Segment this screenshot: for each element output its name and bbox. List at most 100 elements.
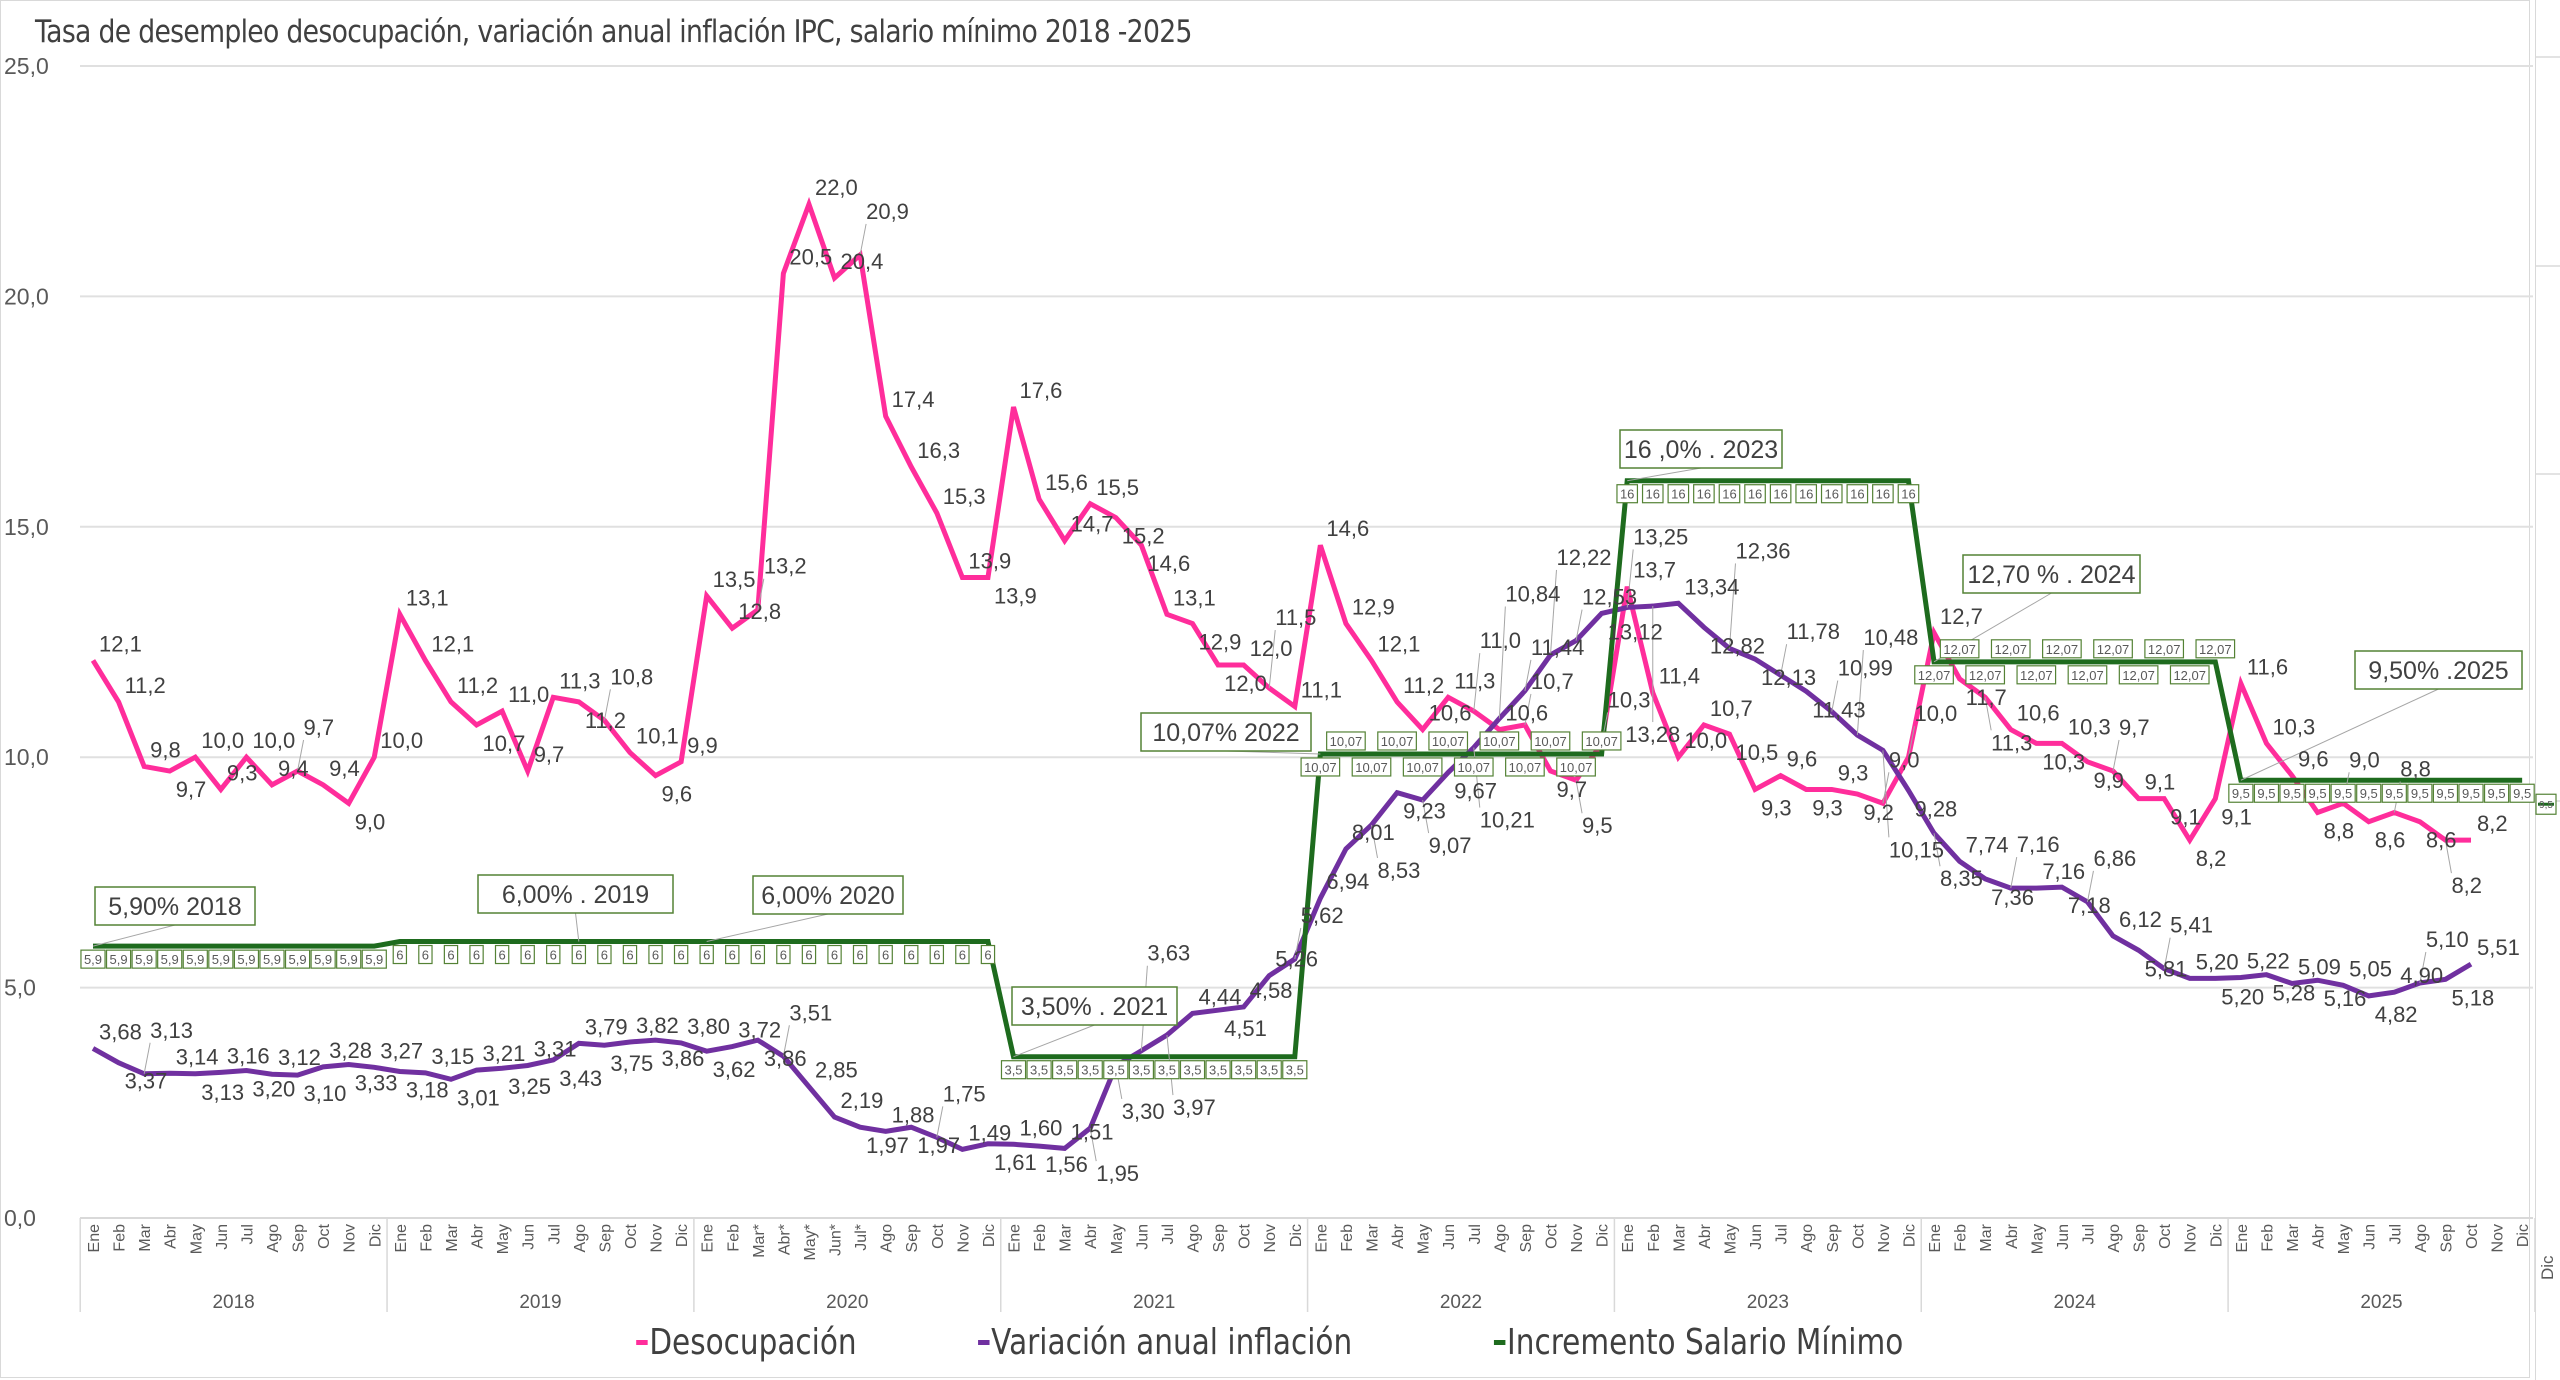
salario-label-text: 10,07 <box>1355 760 1388 775</box>
legend-item-salario[interactable]: Incremento Salario Mínimo <box>1493 1322 1903 1363</box>
month-tick-label: Nov <box>2183 1224 2200 1252</box>
salario-point-label: 3,5 <box>1026 1060 1052 1080</box>
data-label-inflacion: 4,44 <box>1199 984 1242 1009</box>
data-label-inflacion: 12,22 <box>1556 545 1611 570</box>
salario-label-box <box>2432 783 2459 803</box>
salario-label-text: 6 <box>652 948 659 963</box>
data-label-leader <box>1831 680 1839 712</box>
salario-label-box <box>494 944 510 965</box>
month-tick-label: Jun <box>1441 1224 1458 1250</box>
legend-item-desocupacion[interactable]: Desocupación <box>636 1322 856 1363</box>
salario-point-label: 9,5 <box>2509 783 2535 803</box>
salario-label-text: 10,07 <box>1560 760 1593 775</box>
data-label-inflacion: 3,82 <box>636 1013 679 1038</box>
data-label-desocupacion: 9,6 <box>662 782 693 807</box>
salario-point-label: 5,9 <box>208 949 234 969</box>
data-label-inflacion: 1,75 <box>943 1081 986 1106</box>
data-label-leader <box>603 689 611 721</box>
month-tick-label: Oct <box>1543 1223 1560 1248</box>
month-tick-label: Feb <box>2259 1224 2276 1252</box>
data-label-leader <box>936 1106 944 1138</box>
salario-label-box <box>1846 484 1869 504</box>
data-label-desocupacion: 12,9 <box>1352 595 1395 620</box>
month-tick-label: Dic <box>674 1224 691 1247</box>
callout-text: 6,00% 2020 <box>761 882 894 910</box>
data-label-desocupacion: 10,0 <box>252 728 295 753</box>
salario-point-label: 9,5 <box>2253 783 2280 803</box>
data-label-inflacion: 12,82 <box>1710 633 1765 658</box>
salario-label-box <box>1052 1060 1078 1080</box>
data-label-desocupacion: 10,7 <box>1710 696 1753 721</box>
data-label-inflacion: 5,16 <box>2324 986 2367 1011</box>
month-tick-label: May <box>188 1224 205 1254</box>
salario-label-box <box>801 944 817 965</box>
salario-label-text: 16 <box>1773 487 1787 502</box>
data-label-inflacion: 11,44 <box>1531 635 1584 660</box>
salario-point-label: 12,07 <box>1914 665 1954 685</box>
month-tick-label: Dic <box>2208 1224 2225 1247</box>
data-label-desocupacion: 8,2 <box>2477 811 2508 836</box>
data-label-desocupacion: 9,9 <box>2093 768 2124 793</box>
month-tick-label: Feb <box>1646 1224 1663 1252</box>
salario-label-text: 12,07 <box>2020 668 2053 683</box>
salario-point-label: 6 <box>418 944 433 965</box>
data-label-inflacion: 1,51 <box>1071 1119 1114 1144</box>
data-label-desocupacion: 10,0 <box>1914 701 1957 726</box>
salario-label-box <box>2407 783 2433 803</box>
month-tick-label: Mar <box>137 1223 154 1251</box>
salario-label-box <box>725 944 740 965</box>
data-label-leader <box>1422 799 1430 834</box>
salario-label-box <box>2195 639 2236 659</box>
salario-point-label: 16 <box>1846 484 1869 504</box>
salario-label-box <box>2458 783 2484 803</box>
month-tick-label: Mar <box>1671 1223 1688 1251</box>
month-tick-label: Jun <box>214 1224 231 1250</box>
salario-point-label: 3,5 <box>1128 1060 1155 1080</box>
salario-point-label: 5,9 <box>336 949 362 969</box>
year-tick-label: 2020 <box>826 1292 868 1313</box>
data-label-desocupacion: 9,0 <box>2349 747 2380 772</box>
salario-point-label: 6 <box>750 944 766 965</box>
month-tick-label: Sep <box>1825 1224 1842 1253</box>
month-tick-label: Jul <box>2080 1224 2097 1244</box>
salario-point-label: 12,07 <box>2042 639 2082 659</box>
salario-point-label: 3,5 <box>1052 1060 1078 1080</box>
salario-label-text: 12,07 <box>2173 668 2206 683</box>
data-label-desocupacion: 17,6 <box>1020 378 1063 403</box>
data-label-desocupacion: 9,7 <box>176 777 207 802</box>
data-label-desocupacion: 11,3 <box>1991 730 2032 755</box>
data-label-inflacion: 3,31 <box>534 1036 577 1061</box>
data-label-inflacion: 3,68 <box>99 1019 142 1044</box>
month-tick-label: May <box>2336 1224 2353 1254</box>
salario-label-text: 16 <box>1799 487 1813 502</box>
salario-point-label: 3,5 <box>1256 1060 1282 1080</box>
data-label-desocupacion: 11,2 <box>125 673 166 698</box>
y-tick-label: 10,0 <box>4 744 49 770</box>
legend-item-inflacion[interactable]: Variación anual inflación <box>977 1322 1352 1363</box>
data-label-desocupacion: 9,7 <box>534 742 565 767</box>
salario-point-label: 6 <box>852 944 868 965</box>
callout-box <box>2354 650 2523 690</box>
salario-label-text: 10,07 <box>1381 734 1414 749</box>
salario-point-label: 6 <box>571 944 587 965</box>
month-tick-label: Mar <box>1978 1223 1995 1251</box>
data-label-inflacion: 10,48 <box>1863 625 1918 650</box>
data-label-inflacion: 4,51 <box>1224 1016 1267 1041</box>
month-tick-label: May <box>1722 1224 1739 1254</box>
data-label-inflacion: 8,53 <box>1378 858 1421 883</box>
salario-label-box <box>2144 639 2185 659</box>
month-tick-label: Jun <box>2362 1224 2379 1250</box>
data-label-inflacion: 2,19 <box>841 1088 884 1113</box>
salario-point-label: 6 <box>597 944 612 965</box>
data-label-desocupacion: 11,7 <box>1966 685 2007 710</box>
salario-label-text: 9,5 <box>2488 786 2506 801</box>
salario-callout: 12,70 % . 2024 <box>1933 554 2141 663</box>
data-label-inflacion: 5,81 <box>2145 956 2188 981</box>
salario-label-text: 16 <box>1722 487 1736 502</box>
data-label-inflacion: 12,36 <box>1735 538 1790 563</box>
salario-label-text: 6 <box>959 948 966 963</box>
salario-point-label: 5,9 <box>105 949 132 969</box>
data-label-desocupacion: 9,0 <box>355 809 386 834</box>
data-label-desocupacion: 9,6 <box>2298 747 2329 772</box>
data-label-inflacion: 1,97 <box>917 1133 960 1158</box>
